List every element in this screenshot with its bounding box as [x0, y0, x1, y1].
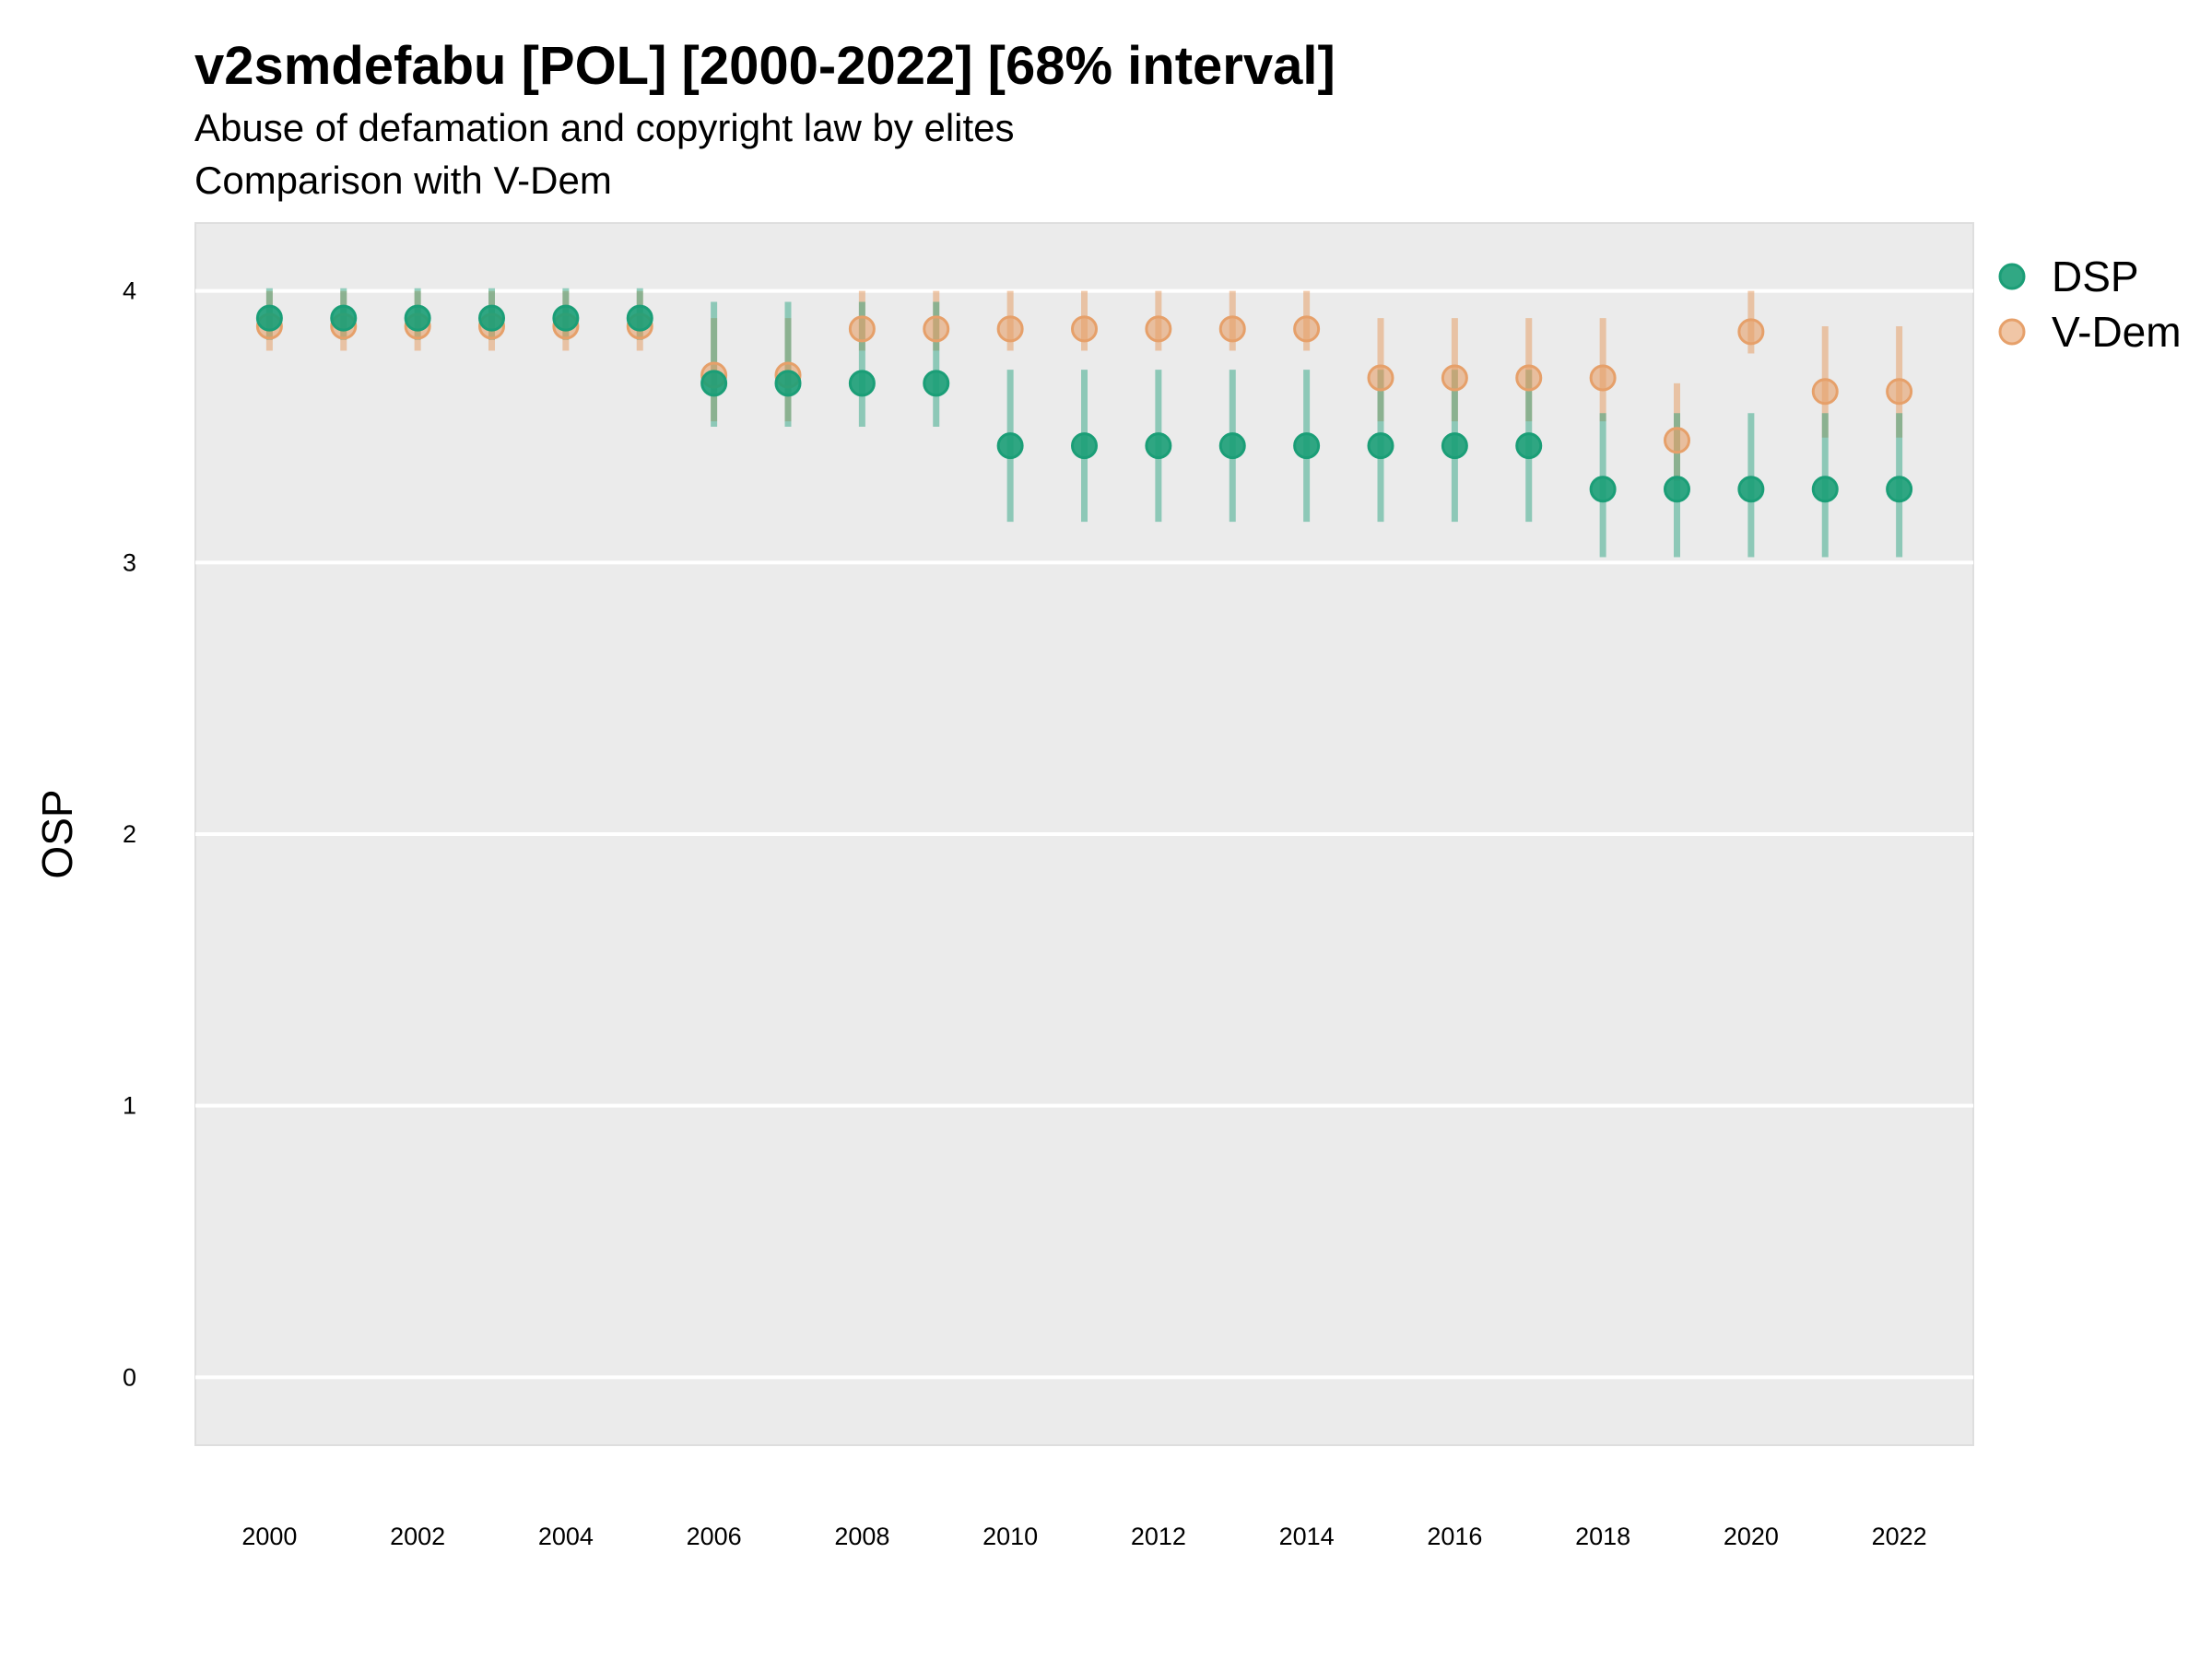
point-vdem [996, 315, 1024, 343]
point-vdem [848, 315, 876, 343]
y-tick-label: 1 [123, 1092, 136, 1120]
point-dsp [1367, 432, 1394, 460]
point-vdem [1218, 315, 1246, 343]
point-dsp [700, 370, 728, 397]
legend-key-dsp [1998, 263, 2026, 290]
x-tick-label: 2008 [834, 1523, 889, 1550]
point-dsp [1886, 476, 1913, 503]
point-dsp [1811, 476, 1839, 503]
point-vdem [1293, 315, 1321, 343]
point-dsp [996, 432, 1024, 460]
y-tick-label: 2 [123, 820, 136, 848]
x-tick-label: 2018 [1575, 1523, 1630, 1550]
x-tick-label: 2014 [1279, 1523, 1335, 1550]
point-dsp [1664, 476, 1690, 503]
x-tick-label: 2010 [982, 1523, 1038, 1550]
point-dsp [848, 370, 876, 397]
legend: DSP V-Dem [1998, 253, 2182, 356]
point-dsp [923, 370, 950, 397]
x-tick-label: 2002 [390, 1523, 445, 1550]
point-dsp [1589, 476, 1617, 503]
point-vdem [1145, 315, 1172, 343]
point-vdem [1071, 315, 1098, 343]
point-dsp [404, 304, 431, 332]
point-dsp [255, 304, 283, 332]
point-vdem [1886, 378, 1913, 406]
x-tick-label: 2022 [1872, 1523, 1927, 1550]
points-dsp [255, 304, 1913, 503]
point-vdem [1589, 364, 1617, 392]
chart-subtitle: Abuse of defamation and copyright law by… [194, 106, 1015, 149]
point-dsp [552, 304, 580, 332]
y-tick-label: 4 [123, 277, 136, 305]
point-vdem [1441, 364, 1468, 392]
chart-caption: Comparison with V-Dem [194, 159, 612, 202]
x-tick-label: 2012 [1131, 1523, 1186, 1550]
point-dsp [1515, 432, 1543, 460]
point-dsp [626, 304, 653, 332]
x-tick-label: 2020 [1724, 1523, 1779, 1550]
point-dsp [1293, 432, 1321, 460]
point-dsp [478, 304, 505, 332]
x-tick-label: 2004 [538, 1523, 594, 1550]
chart-title: v2smdefabu [POL] [2000-2022] [68% interv… [194, 36, 1335, 96]
y-tick-label: 0 [123, 1363, 136, 1391]
legend-label-vdem: V-Dem [2052, 308, 2182, 356]
point-vdem [923, 315, 950, 343]
x-tick-label: 2006 [687, 1523, 742, 1550]
point-dsp [1737, 476, 1765, 503]
point-vdem [1515, 364, 1543, 392]
point-vdem [1664, 427, 1690, 454]
legend-label-dsp: DSP [2052, 253, 2139, 300]
y-axis-title: OSP [33, 789, 81, 878]
x-tick-label: 2016 [1427, 1523, 1482, 1550]
x-tick-labels: 2000 2002 2004 2006 2008 2010 2012 2014 2016 2018… [241, 1523, 1926, 1550]
point-dsp [330, 304, 358, 332]
y-tick-labels: 0 1 2 3 4 [123, 277, 136, 1392]
point-dsp [1071, 432, 1098, 460]
y-tick-label: 3 [123, 548, 136, 576]
legend-key-vdem [1998, 318, 2026, 346]
x-tick-label: 2000 [241, 1523, 297, 1550]
point-dsp [774, 370, 802, 397]
point-dsp [1218, 432, 1246, 460]
point-vdem [1367, 364, 1394, 392]
point-dsp [1145, 432, 1172, 460]
point-vdem [1811, 378, 1839, 406]
point-vdem [1737, 318, 1765, 346]
point-dsp [1441, 432, 1468, 460]
